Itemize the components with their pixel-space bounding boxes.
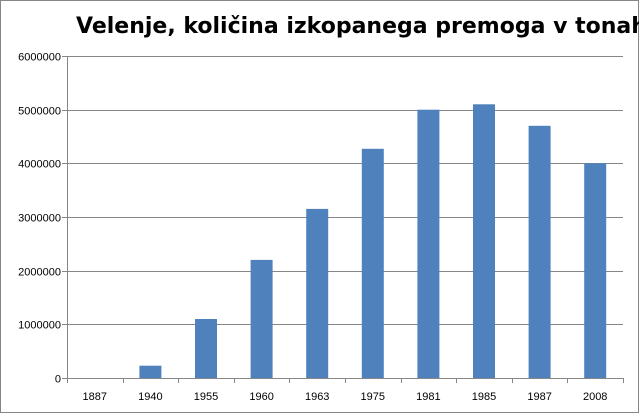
bar-1981 [417,109,440,378]
chart-title: Velenje, količina izkopanega premoga v t… [76,14,639,39]
y-tick-label: 4000000 [18,159,61,171]
y-tick-label: 2000000 [18,267,61,279]
x-tick-label: 1987 [527,391,551,403]
x-tick-label: 1985 [472,391,496,403]
bar-1955 [195,319,217,378]
x-tick-label: 1963 [305,391,329,403]
bar-1975 [361,148,384,378]
bars [139,104,607,379]
bar-1960 [250,259,273,378]
y-axis-tick-labels: 0 1000000 2000000 3000000 4000000 5000000 6000… [18,52,61,386]
y-tick-label: 3000000 [18,213,61,225]
y-tick-label: 6000000 [18,52,61,64]
x-axis-tick-labels: 1887 1940 1955 1960 1963 1975 1981 1985 1987 2008 [83,391,608,403]
bar-1985 [473,104,495,379]
x-tick-label: 2008 [583,391,607,403]
y-tick-label: 0 [55,374,61,386]
bar-2008 [584,163,607,378]
x-tick-label: 1960 [249,391,273,403]
y-tick-label: 1000000 [18,320,61,332]
bar-1963 [306,208,329,378]
x-tick-label: 1955 [194,391,218,403]
bar-1940 [139,365,162,378]
x-tick-label: 1940 [138,391,162,403]
y-tick-label: 5000000 [18,106,61,118]
bar-1987 [528,125,551,378]
x-tick-label: 1975 [361,391,385,403]
x-tick-label: 1887 [83,391,107,403]
axes [62,56,624,383]
x-tick-label: 1981 [416,391,440,403]
